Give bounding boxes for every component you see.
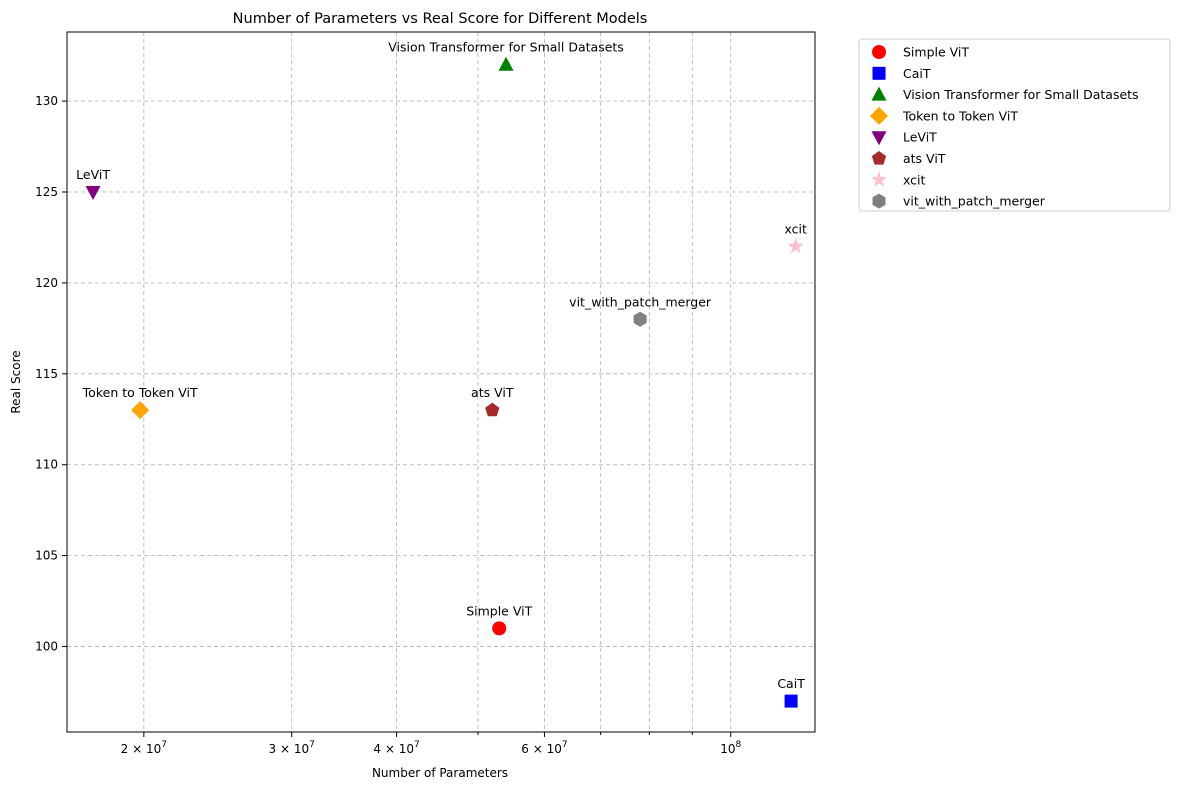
point-simple-vit bbox=[492, 621, 507, 636]
y-axis-label: Real Score bbox=[9, 350, 23, 413]
grid-lines bbox=[67, 32, 815, 732]
x-tick-label: 108 bbox=[720, 740, 741, 756]
y-tick-label: 115 bbox=[35, 367, 58, 381]
legend-marker-token-to-token-vit bbox=[870, 106, 888, 125]
point-label-token-to-token-vit: Token to Token ViT bbox=[82, 385, 198, 400]
legend-label-ats-vit: ats ViT bbox=[903, 151, 946, 166]
legend-marker-levit bbox=[871, 131, 887, 146]
x-tick-label: 4 × 107 bbox=[373, 740, 419, 756]
legend-label-levit: LeViT bbox=[903, 130, 937, 145]
plot-area-frame bbox=[66, 31, 816, 733]
point-levit bbox=[85, 186, 101, 200]
legend-label-vision-transformer-for-small-datasets: Vision Transformer for Small Datasets bbox=[903, 87, 1139, 102]
point-ats-vit bbox=[485, 402, 500, 417]
point-token-to-token-vit bbox=[131, 401, 150, 420]
point-label-levit: LeViT bbox=[76, 167, 110, 182]
legend-label-token-to-token-vit: Token to Token ViT bbox=[902, 108, 1018, 123]
legend-marker-simple-vit bbox=[872, 45, 886, 59]
legend-label-vit-with-patch-merger: vit_with_patch_merger bbox=[903, 194, 1046, 209]
point-vision-transformer-for-small-datasets bbox=[498, 56, 514, 71]
legend-marker-xcit bbox=[870, 171, 888, 187]
y-tick-label: 110 bbox=[35, 458, 58, 472]
legend-marker-vision-transformer-for-small-datasets bbox=[871, 86, 887, 101]
point-vit-with-patch-merger bbox=[633, 311, 647, 327]
point-label-simple-vit: Simple ViT bbox=[466, 603, 532, 618]
x-tick-label: 6 × 107 bbox=[521, 740, 567, 756]
data-points bbox=[85, 56, 804, 708]
legend: Simple ViT CaiT Vision Transformer for Sma… bbox=[858, 38, 1171, 212]
legend-label-simple-vit: Simple ViT bbox=[903, 45, 969, 60]
legend-label-xcit: xcit bbox=[903, 172, 926, 187]
point-labels: Simple ViT CaiT Vision Transformer for Sma… bbox=[76, 40, 807, 691]
point-label-vit-with-patch-merger: vit_with_patch_merger bbox=[569, 294, 712, 309]
legend-marker-vit-with-patch-merger bbox=[872, 193, 886, 209]
axis-ticks: 2 × 107 3 × 107 4 × 107 6 × 107 108 100 105 110… bbox=[35, 94, 741, 756]
y-tick-label: 105 bbox=[35, 549, 58, 563]
point-cait bbox=[784, 694, 798, 708]
legend-marker-ats-vit bbox=[871, 151, 887, 165]
chart-title: Number of Parameters vs Real Score for D… bbox=[233, 11, 648, 27]
x-axis-label: Number of Parameters bbox=[372, 766, 508, 780]
y-tick-label: 120 bbox=[35, 276, 58, 290]
y-tick-label: 130 bbox=[35, 94, 58, 108]
point-label-ats-vit: ats ViT bbox=[471, 385, 514, 400]
point-label-cait: CaiT bbox=[777, 676, 805, 691]
y-tick-label: 100 bbox=[35, 640, 58, 654]
point-label-xcit: xcit bbox=[784, 222, 807, 237]
point-label-vision-transformer-for-small-datasets: Vision Transformer for Small Datasets bbox=[388, 40, 624, 55]
legend-frame bbox=[858, 38, 1171, 212]
x-tick-label: 3 × 107 bbox=[269, 740, 315, 756]
y-tick-label: 125 bbox=[35, 185, 58, 199]
legend-marker-cait bbox=[872, 66, 886, 80]
legend-label-cait: CaiT bbox=[903, 66, 931, 81]
x-tick-label: 2 × 107 bbox=[121, 740, 167, 756]
point-xcit bbox=[787, 238, 804, 254]
